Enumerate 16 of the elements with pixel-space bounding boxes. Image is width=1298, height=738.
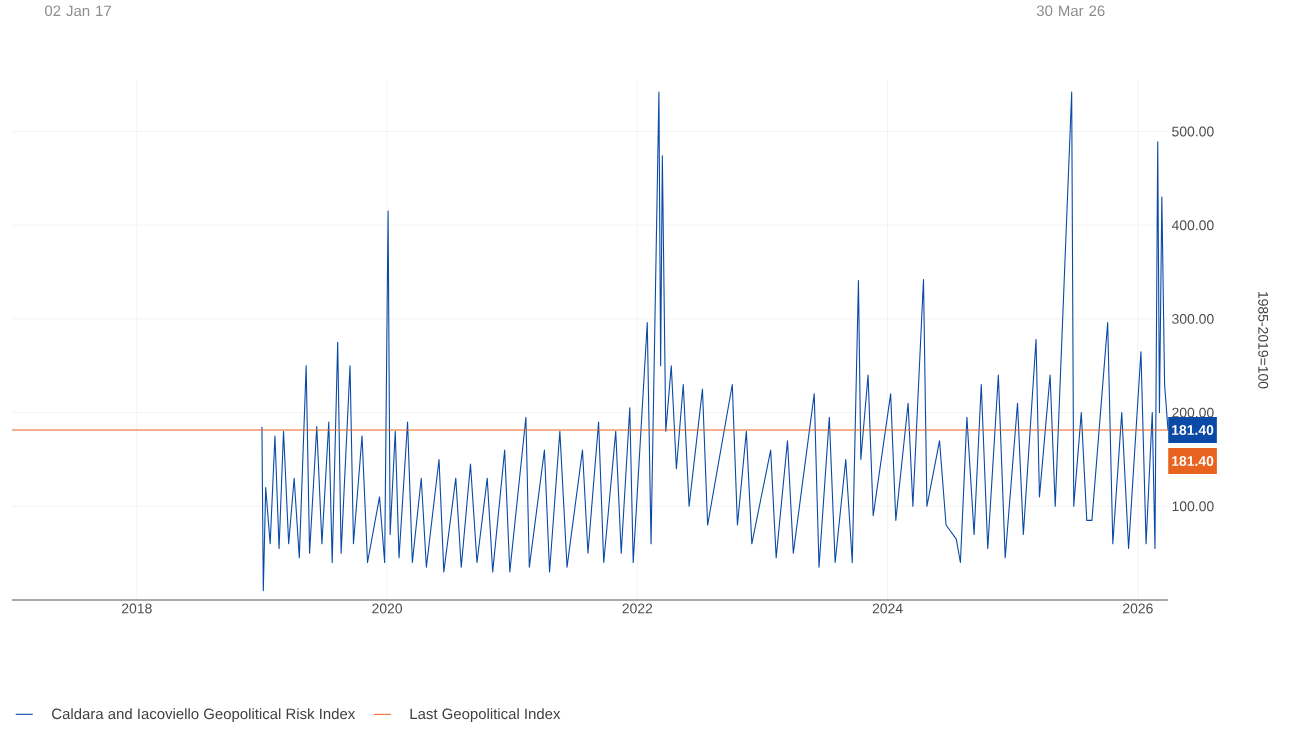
x-tick-label: 2018 (121, 603, 152, 614)
x-tick-label: 2026 (1123, 603, 1153, 614)
legend-label: Last Geopolitical Index (410, 708, 561, 723)
legend-label: Caldara and Iacoviello Geopolitical Risk Index (52, 708, 356, 723)
y-tick-label: 100.00 (1172, 501, 1214, 512)
text: 02 Jan 17 (45, 5, 111, 17)
text: 30 Mar 26 (1036, 5, 1105, 17)
x-tick-label: 2024 (872, 603, 903, 614)
x-tick-label: 2022 (622, 603, 653, 614)
data-label: 181.40 (1172, 456, 1214, 466)
y-tick-label: 300.00 (1172, 313, 1214, 324)
y-axis-title: 1985-2019=100 (1258, 291, 1269, 389)
y-tick-label: 500.00 (1172, 126, 1214, 137)
y-tick-label: 400.00 (1171, 220, 1214, 231)
x-tick-label: 2020 (372, 603, 403, 614)
annotation: 181.40 (1172, 425, 1214, 435)
